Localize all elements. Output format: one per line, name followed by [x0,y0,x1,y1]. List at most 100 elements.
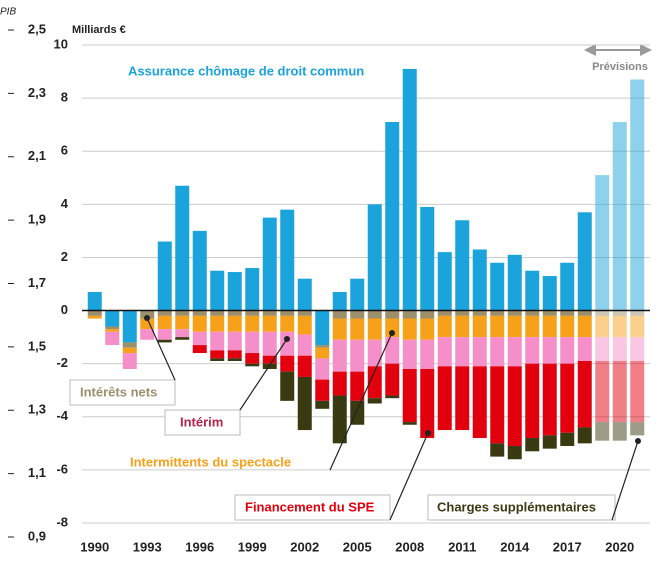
bar-segment [157,310,172,316]
x-tick-label: 2017 [553,539,582,554]
bar-segment [192,230,207,311]
bar-segment [612,361,627,423]
bar-segment [490,337,505,367]
bar-segment [525,310,540,316]
bar-segment [332,339,347,372]
bar-segment [192,315,207,332]
bar-segment [140,310,155,319]
y2-tick-label: 1,7 [28,275,46,290]
pointer-dot [284,336,290,342]
bar-segment [507,337,522,367]
bar-segment [105,310,120,327]
y-tick-label: 6 [61,143,68,158]
y2-tick-label: 1,1 [28,465,46,480]
bar-segment [630,315,645,338]
bar-segment [525,438,540,452]
bar-segment [455,366,470,431]
bar-segment [385,310,400,319]
bar-segment [332,395,347,444]
bar-segment [227,331,242,351]
series-label: Intermittents du spectacle [130,454,291,469]
bar-segment [297,315,312,335]
bar-segment [297,355,312,377]
bar-segment [595,361,610,423]
bar-segment [262,315,277,332]
bar-segment [612,315,627,338]
bar-segment [262,310,277,316]
bar-segment [525,337,540,364]
bar-segment [402,68,417,311]
y-tick-label: 4 [61,196,69,211]
bar-segment [332,371,347,396]
x-tick-label: 2005 [343,539,372,554]
bar-segment [192,310,207,316]
bar-segment [157,241,172,311]
bar-segment [525,363,540,439]
y2-label: PIB [0,7,16,18]
x-tick-label: 2014 [500,539,530,554]
y-tick-label: -2 [56,355,68,370]
bar-segment [262,355,277,364]
bar-segment [420,206,435,311]
bar-segment [630,337,645,362]
bar-segment [490,366,505,444]
bar-segment [140,329,155,340]
bar-segment [105,326,120,330]
bar-segment [297,310,312,316]
bar-segment [385,122,400,311]
bar-segment [630,79,645,311]
bar-segment [315,400,330,409]
bar-segment [297,376,312,431]
bar-segment [385,363,400,396]
bar-segment [595,315,610,338]
series-label: Intérêts nets [80,384,157,399]
bar-segment [175,329,190,338]
bar-segment [542,337,557,364]
bar-segment [210,270,225,311]
bar-segment [420,318,435,340]
bar-segment [87,291,102,311]
bar-segment [402,368,417,423]
bar-segment [472,310,487,316]
bar-segment [367,339,382,367]
bar-segment [332,318,347,340]
bar-segment [122,342,137,348]
bar-segment [297,278,312,311]
bar-segment [227,315,242,332]
bar-segment [210,358,225,362]
bar-segment [315,379,330,401]
bar-segment [157,329,172,340]
bar-segment [472,366,487,439]
label-box [69,379,176,406]
bar-segment [507,445,522,460]
bar-segment [630,361,645,423]
y2-tick-label: 1,3 [28,402,46,417]
y-tick-label: 8 [61,90,68,105]
y2-tick-label: 1,5 [28,338,46,353]
y-tick-label: -4 [56,408,68,423]
bar-segment [595,175,610,311]
pointer [239,338,288,411]
bar-segment [560,262,575,311]
bar-segment [105,329,120,332]
bar-segment [210,310,225,316]
bar-segment [245,363,260,367]
bar-segment [560,315,575,338]
bar-segment [385,318,400,338]
bar-segment [577,361,592,428]
x-tick-label: 1999 [238,539,267,554]
bar-segment [490,443,505,457]
bar-segment [455,310,470,316]
bar-segment [227,350,242,359]
pointer [611,440,639,521]
bar-segment [157,315,172,330]
bar-segment [560,310,575,316]
bar-segment [612,310,627,316]
y2-tick-label: 2,3 [28,85,46,100]
bar-segment [542,363,557,436]
bar-segment [315,347,330,359]
bar-segment [227,272,242,311]
x-tick-label: 1996 [185,539,214,554]
bar-segment [560,432,575,446]
y2-tick-label: 1,9 [28,212,46,227]
